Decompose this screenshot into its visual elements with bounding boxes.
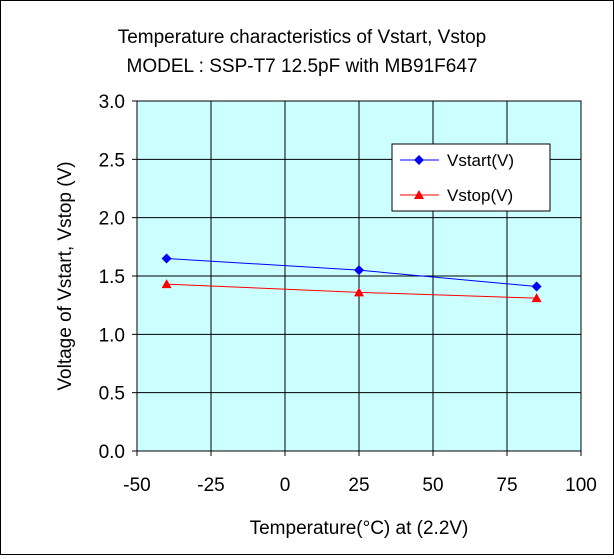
x-tick-label: 100 <box>565 475 597 496</box>
chart-title-line1: Temperature characteristics of Vstart, V… <box>118 27 487 48</box>
legend-label-1: Vstop(V) <box>447 186 513 205</box>
y-tick-label: 2.5 <box>99 150 125 171</box>
data-series <box>161 253 542 303</box>
chart-title-line2: MODEL : SSP-T7 12.5pF with MB91F647 <box>127 56 478 77</box>
legend-label-0: Vstart(V) <box>447 151 514 170</box>
data-point-0 <box>161 253 172 264</box>
data-point-1 <box>354 287 364 297</box>
x-tick-label: 50 <box>422 475 443 496</box>
legend-marker-1 <box>414 190 424 199</box>
x-tick-label: -25 <box>197 475 224 496</box>
y-tick-label: 1.0 <box>99 325 125 346</box>
x-tick-label: 75 <box>496 475 517 496</box>
data-point-0 <box>354 265 364 276</box>
x-axis-label: Temperature(°C) at (2.2V) <box>250 518 469 539</box>
data-point-1 <box>161 279 172 289</box>
y-tick-label: 3.0 <box>99 92 125 113</box>
legend: Vstart(V) Vstop(V) <box>391 143 551 212</box>
data-point-0 <box>531 281 542 292</box>
legend-marker-0 <box>414 155 424 165</box>
x-tick-label: -50 <box>123 475 150 496</box>
x-tick-label: 25 <box>348 475 369 496</box>
legend-box <box>391 143 551 212</box>
y-axis-label: Voltage of Vstart, Vstop (V) <box>55 161 76 390</box>
y-tick-label: 0.5 <box>99 384 125 405</box>
x-tick-label: 0 <box>280 475 291 496</box>
y-tick-label: 0.0 <box>99 442 125 463</box>
tick-labels: -50 -25 0 25 50 75 100 0.0 0.5 1.0 1.5 2.0 2.5 3.0 <box>99 92 597 496</box>
gridlines <box>137 101 581 451</box>
y-tick-label: 2.0 <box>99 209 125 230</box>
y-tick-label: 1.5 <box>99 267 125 288</box>
data-point-1 <box>531 293 542 303</box>
